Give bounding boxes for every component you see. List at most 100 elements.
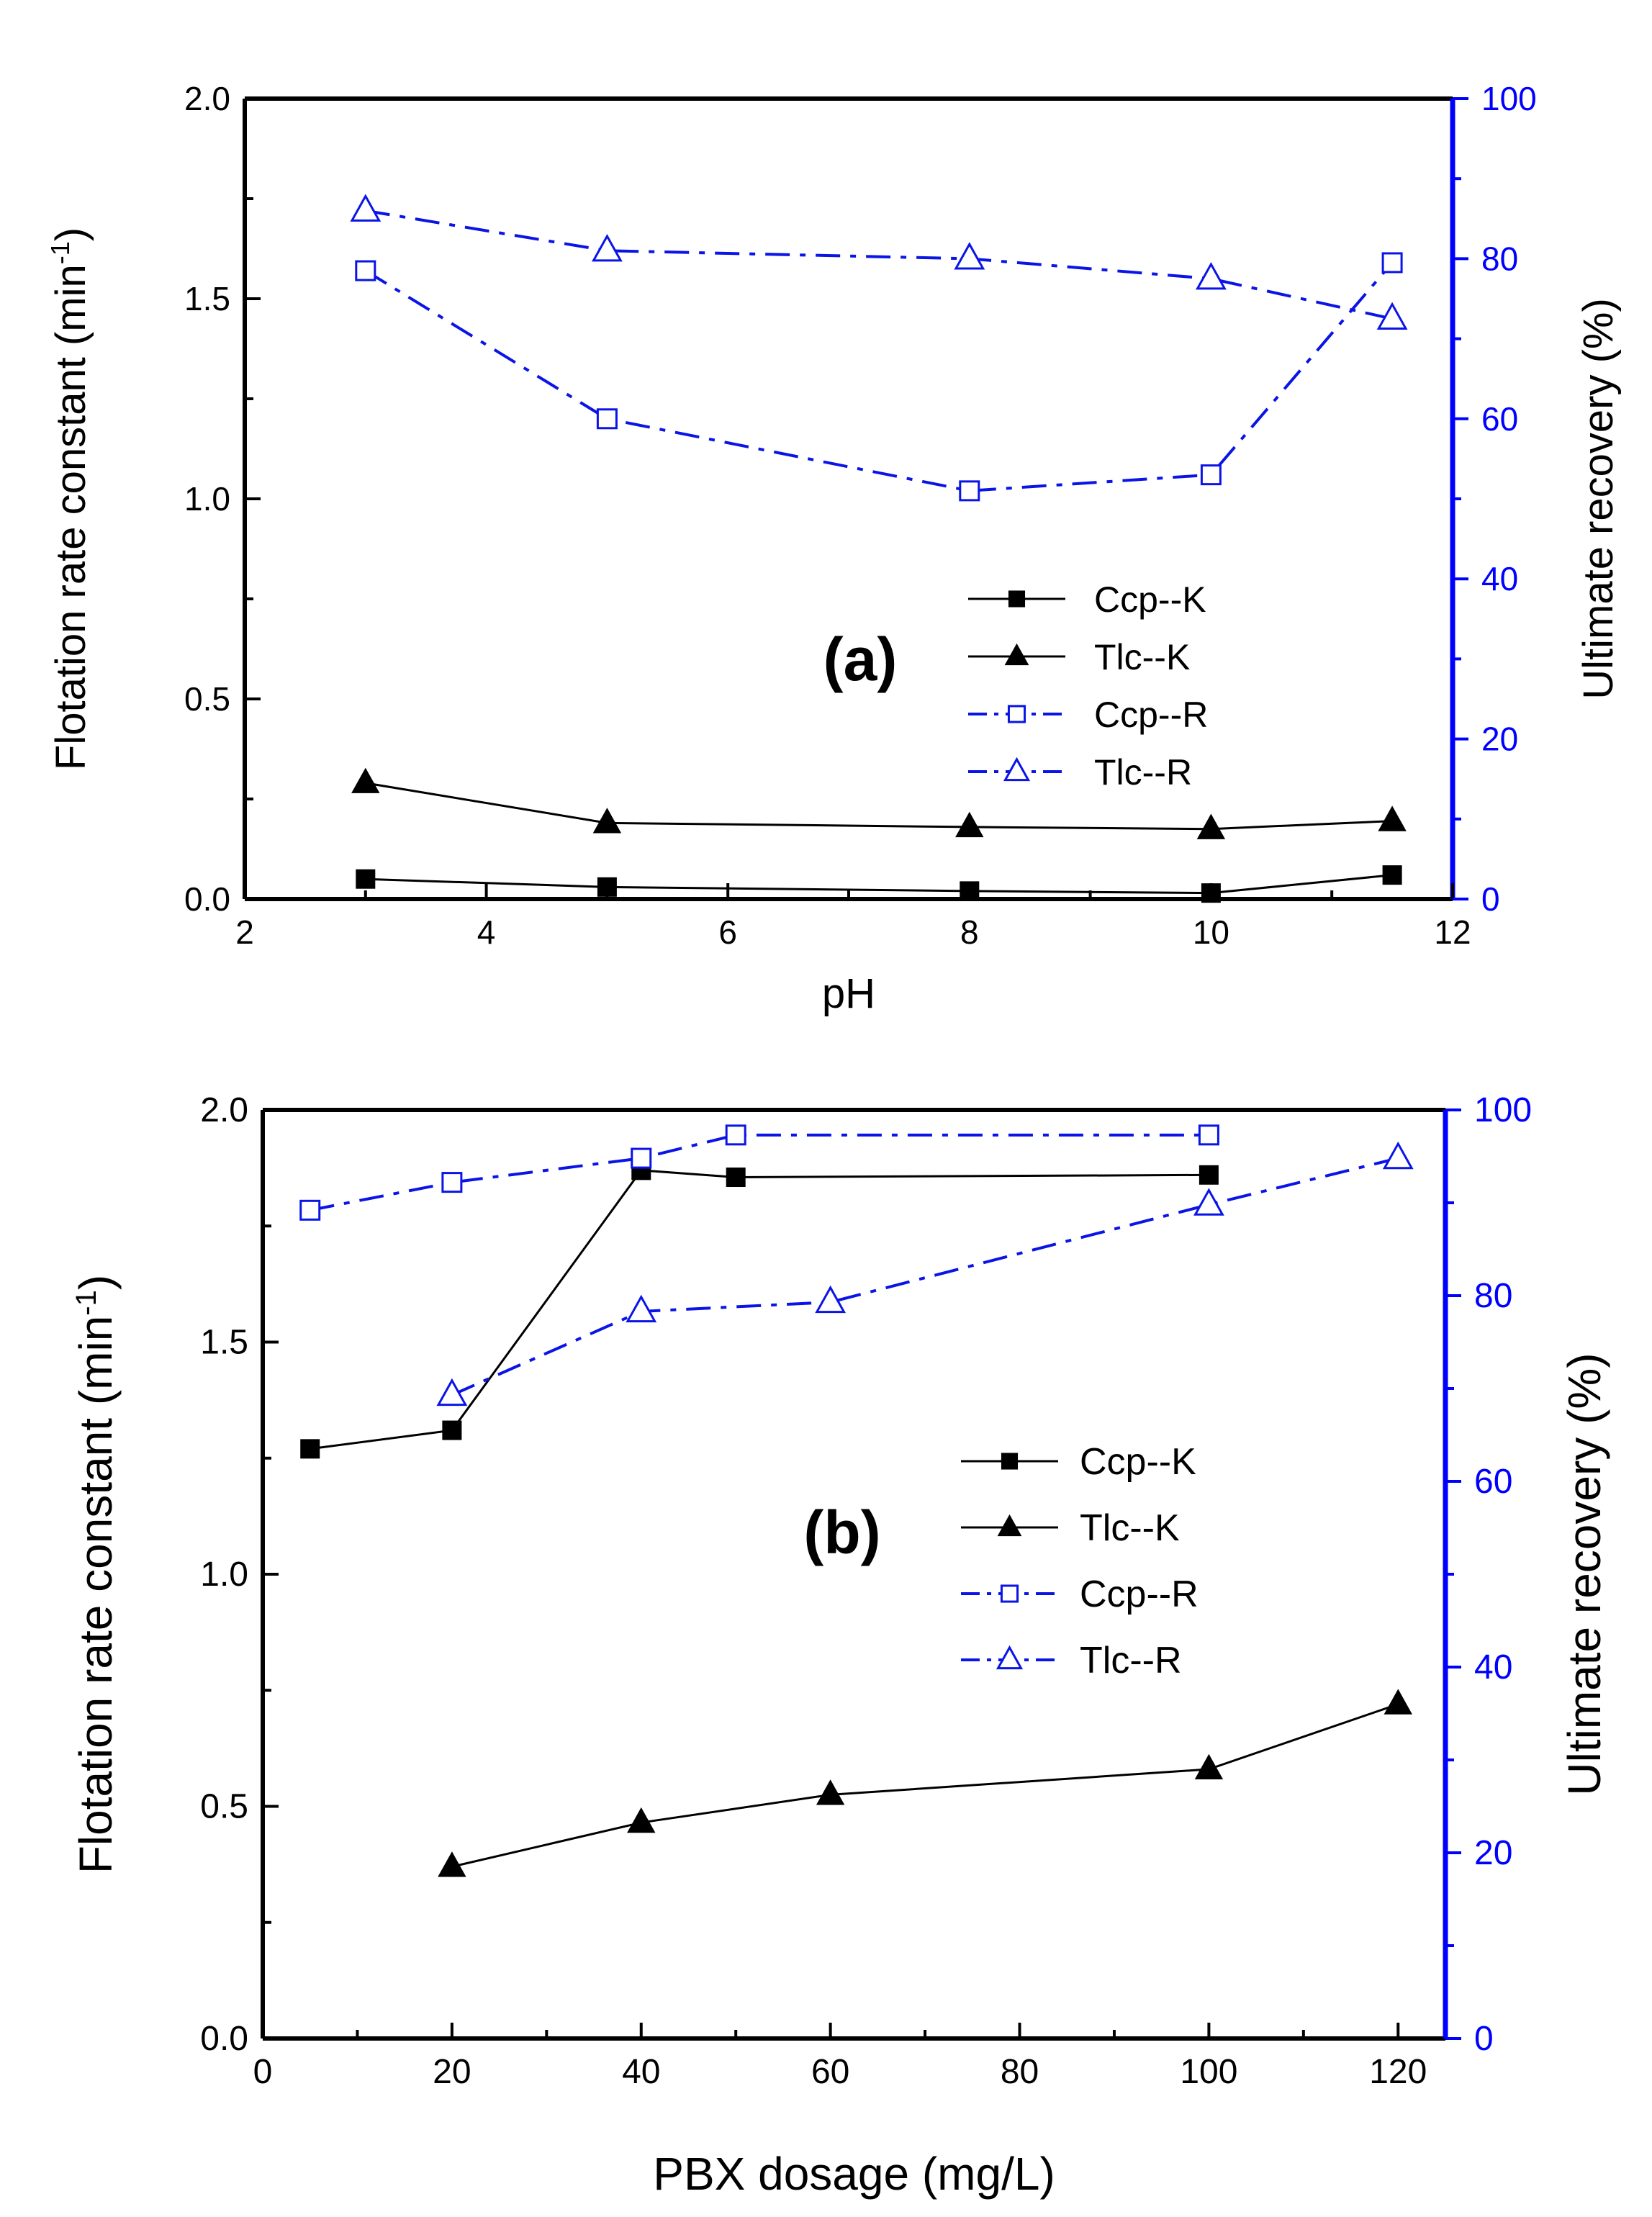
- series-line-ccp-r: [310, 1133, 1209, 1212]
- data-point-ccp-r: [1381, 252, 1403, 274]
- x-tick-label: 4: [477, 913, 496, 951]
- legend: Ccp--K Tlc--K Ccp--R Tlc--R: [968, 579, 1208, 793]
- data-point-tlc-k: [592, 808, 622, 834]
- y-axis-label: Flotation rate constant (min-1): [70, 1275, 122, 1874]
- legend-marker: [1008, 590, 1026, 608]
- legend-marker: [1003, 757, 1031, 782]
- y-tick-label: 2.0: [200, 1091, 248, 1129]
- y2-tick-label: 60: [1481, 400, 1518, 438]
- y-tick-label: 2.0: [184, 80, 230, 117]
- legend-marker: [1004, 643, 1029, 666]
- y-axis-label-superscript: -1: [71, 1290, 102, 1316]
- data-point-tlc-r: [1382, 1141, 1414, 1170]
- panel-label: (a): [823, 626, 898, 693]
- data-point-ccp-k: [597, 877, 617, 897]
- legend: Ccp--K Tlc--K Ccp--R Tlc--R: [961, 1441, 1199, 1681]
- y2-tick-label: 20: [1481, 721, 1518, 758]
- x-tick-label: 80: [1001, 2053, 1039, 2091]
- legend-entry-label: Tlc--R: [1094, 752, 1192, 793]
- legend-entry-label: Ccp--R: [1094, 695, 1208, 735]
- y-tick-label: 0.0: [184, 880, 230, 918]
- data-point-tlc-k: [816, 1779, 845, 1805]
- y-axis-label-main: Flotation rate constant (min: [48, 264, 94, 770]
- data-point-ccp-r: [299, 1199, 321, 1221]
- data-point-tlc-r: [1376, 302, 1408, 330]
- legend-marker: [1001, 1453, 1019, 1470]
- data-point-tlc-r: [1195, 261, 1227, 290]
- x-tick-label: 6: [718, 913, 737, 951]
- legend-marker: [1007, 705, 1026, 723]
- y2-tick-label: 80: [1481, 240, 1518, 277]
- data-point-tlc-r: [591, 234, 623, 262]
- y-tick-label: 0.0: [200, 2020, 248, 2058]
- data-point-ccp-r: [631, 1147, 652, 1169]
- data-point-ccp-r: [441, 1172, 463, 1193]
- y2-tick-label: 40: [1474, 1648, 1512, 1687]
- data-point-tlc-r: [350, 194, 382, 222]
- x-tick-label: 0: [253, 2053, 273, 2091]
- y2-tick-label: 20: [1474, 1834, 1512, 1872]
- y2-tick-label: 100: [1481, 80, 1537, 117]
- data-point-ccp-r: [1200, 464, 1222, 486]
- data-point-tlc-r: [815, 1285, 847, 1314]
- x-tick-label: 40: [622, 2053, 660, 2091]
- y2-axis-label: Ultimate recovery (%): [1575, 298, 1622, 700]
- data-point-tlc-k: [438, 1851, 466, 1877]
- data-point-tlc-k: [1378, 805, 1407, 831]
- legend-entry-label: Tlc--R: [1080, 1640, 1182, 1681]
- x-tick-label: 8: [960, 913, 979, 951]
- data-point-ccp-r: [1198, 1124, 1219, 1146]
- data-point-tlc-r: [954, 242, 985, 270]
- y-tick-label: 0.5: [184, 680, 230, 718]
- y2-tick-label: 40: [1481, 560, 1518, 597]
- y2-tick-label: 80: [1474, 1277, 1512, 1315]
- data-point-ccp-k: [726, 1168, 746, 1188]
- data-point-ccp-k: [1199, 1165, 1219, 1185]
- data-point-ccp-k: [356, 869, 376, 889]
- y-tick-label: 1.0: [184, 480, 230, 518]
- y-tick-label: 1.5: [184, 280, 230, 317]
- x-tick-label: 10: [1193, 913, 1229, 951]
- data-point-ccp-k: [442, 1420, 462, 1440]
- y-axis-label-main: Flotation rate constant (min: [70, 1316, 122, 1874]
- data-point-ccp-r: [725, 1124, 746, 1146]
- legend-marker: [996, 1645, 1024, 1670]
- data-point-tlc-r: [626, 1294, 657, 1323]
- y-axis-label-close: ): [48, 227, 94, 241]
- data-point-ccp-k: [1382, 865, 1402, 885]
- x-tick-label: 20: [433, 2053, 471, 2091]
- legend-entry-label: Ccp--R: [1080, 1573, 1199, 1615]
- data-point-tlc-k: [1384, 1689, 1412, 1715]
- x-tick-label: 2: [235, 913, 254, 951]
- panel-label: (b): [803, 1499, 880, 1566]
- y2-tick-label: 60: [1474, 1463, 1512, 1501]
- legend-entry-label: Ccp--K: [1094, 579, 1206, 620]
- data-point-tlc-r: [1193, 1188, 1224, 1216]
- data-point-ccp-k: [300, 1439, 320, 1459]
- legend-entry-label: Tlc--K: [1080, 1507, 1180, 1549]
- legend-marker: [1000, 1584, 1019, 1603]
- legend-marker: [997, 1514, 1022, 1537]
- y-axis-label-close: ): [70, 1275, 122, 1290]
- chart-panel-b: 0 20 40 60 80 100 120 0.0 0.5 1.0 1.5 2.0 0 20 40 60 80 1…: [70, 1091, 1610, 2200]
- x-axis-label: PBX dosage (mg/L): [653, 2148, 1055, 2200]
- y2-tick-label: 100: [1474, 1091, 1532, 1129]
- y-tick-label: 1.0: [200, 1555, 248, 1594]
- x-tick-label: 120: [1369, 2053, 1427, 2091]
- data-point-tlc-r: [436, 1378, 468, 1406]
- data-point-tlc-k: [351, 767, 380, 793]
- legend-entry-label: Ccp--K: [1080, 1441, 1196, 1483]
- y-tick-label: 0.5: [200, 1788, 248, 1826]
- data-point-ccp-r: [596, 408, 618, 430]
- x-axis-label: pH: [822, 970, 875, 1017]
- data-point-tlc-k: [955, 811, 984, 838]
- data-point-ccp-k: [1201, 883, 1221, 903]
- y-axis-label: Flotation rate constant (min-1): [45, 227, 94, 770]
- data-point-tlc-k: [627, 1807, 656, 1833]
- data-point-tlc-k: [1196, 813, 1226, 839]
- data-point-ccp-k: [960, 881, 980, 901]
- y-tick-label: 1.5: [200, 1324, 248, 1362]
- x-tick-label: 60: [811, 2053, 849, 2091]
- data-point-tlc-k: [1194, 1753, 1224, 1780]
- data-point-ccp-r: [959, 480, 980, 502]
